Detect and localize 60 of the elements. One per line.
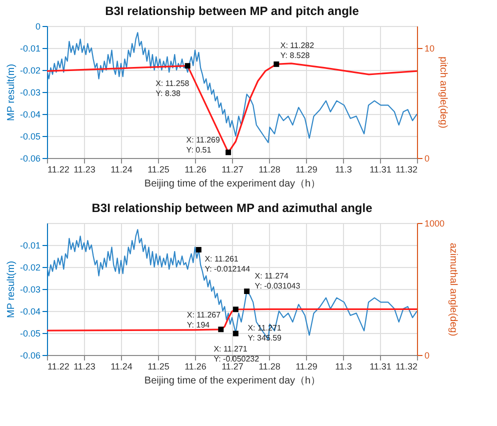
x-tick-label: 11.32 xyxy=(396,164,418,174)
x-tick-label: 11.25 xyxy=(148,362,170,372)
chart-title: B3I relationship between MP and pitch angle xyxy=(105,4,360,18)
annotation: X: 11.258 Y: 8.38 xyxy=(156,78,190,98)
y-axis-title: MP result(m) xyxy=(6,260,17,318)
y-tick-label: 0 xyxy=(35,22,40,32)
y2-tick-label: 0 xyxy=(424,350,430,360)
annotation: X: 11.271 Y: -0.050232 xyxy=(214,344,260,364)
x-tick-label: 11.31 xyxy=(370,164,392,174)
x-tick-label: 11.26 xyxy=(184,164,206,174)
y-tick-label: -0.03 xyxy=(20,88,40,98)
line-series xyxy=(47,229,417,340)
y-tick-label: -0.04 xyxy=(20,110,40,120)
x-axis-title: Beijing time of the experiment day（h） xyxy=(144,178,321,190)
y2-tick-label: 1000 xyxy=(424,218,445,228)
x-tick-label: 11.27 xyxy=(222,164,244,174)
y-tick-label: -0.01 xyxy=(20,44,40,54)
x-tick-label: 11.29 xyxy=(296,164,318,174)
annotation: X: 11.269 Y: 0.51 xyxy=(186,135,221,154)
x-tick-label: 11.3 xyxy=(335,362,352,372)
x-tick-label: 11.27 xyxy=(222,362,244,372)
line-series xyxy=(47,32,417,144)
x-tick-label: 11.24 xyxy=(110,362,132,372)
annotation: X: 11.267 Y: 194 xyxy=(186,310,222,330)
point xyxy=(226,150,232,156)
annotation: X: 11.274 Y: -0.031043 xyxy=(254,271,301,290)
x-tick-label: 11.3 xyxy=(335,164,352,174)
x-tick-label: 11.29 xyxy=(296,362,318,372)
y-axis-title: MP result(m) xyxy=(6,64,17,122)
x-tick-label: 11.26 xyxy=(184,362,206,372)
x-tick-label: 11.22 xyxy=(48,164,70,174)
x-tick-label: 11.22 xyxy=(48,362,70,372)
x-tick-label: 11.32 xyxy=(396,362,418,372)
line-series xyxy=(47,308,417,332)
x-tick-label: 11.31 xyxy=(370,362,392,372)
y-tick-label: -0.05 xyxy=(20,132,40,142)
x-tick-label: 11.28 xyxy=(258,362,280,372)
x-tick-label: 11.28 xyxy=(258,164,280,174)
x-tick-label: 11.23 xyxy=(74,362,96,372)
y-tick-label: -0.02 xyxy=(20,262,40,272)
point xyxy=(184,63,190,69)
y2-axis-title: azimuthal angle(deg) xyxy=(448,242,459,336)
y-tick-label: -0.05 xyxy=(20,328,40,338)
y-tick-label: -0.04 xyxy=(20,306,40,316)
annotation: X: 11.261 Y: -0.012144 xyxy=(204,254,251,274)
annotation: X: 11.282 Y: 8.528 xyxy=(280,41,315,60)
y2-axis-title: pitch angle(deg) xyxy=(438,56,449,128)
x-axis-title: Beijing time of the experiment day（h） xyxy=(144,376,321,386)
y-tick-label: -0.02 xyxy=(20,66,40,76)
x-tick-label: 11.24 xyxy=(110,164,132,174)
y2-tick-label: 10 xyxy=(424,44,435,54)
y-tick-label: -0.03 xyxy=(20,284,40,294)
x-tick-label: 11.25 xyxy=(148,164,170,174)
point xyxy=(274,61,280,67)
chart-title: B3I relationship between MP and azimuthal angle xyxy=(92,201,373,215)
y-tick-label: -0.06 xyxy=(20,350,40,360)
y-tick-label: -0.01 xyxy=(20,240,40,250)
y-tick-label: -0.06 xyxy=(20,154,40,164)
y2-tick-label: 0 xyxy=(424,154,430,164)
x-tick-label: 11.23 xyxy=(74,164,96,174)
